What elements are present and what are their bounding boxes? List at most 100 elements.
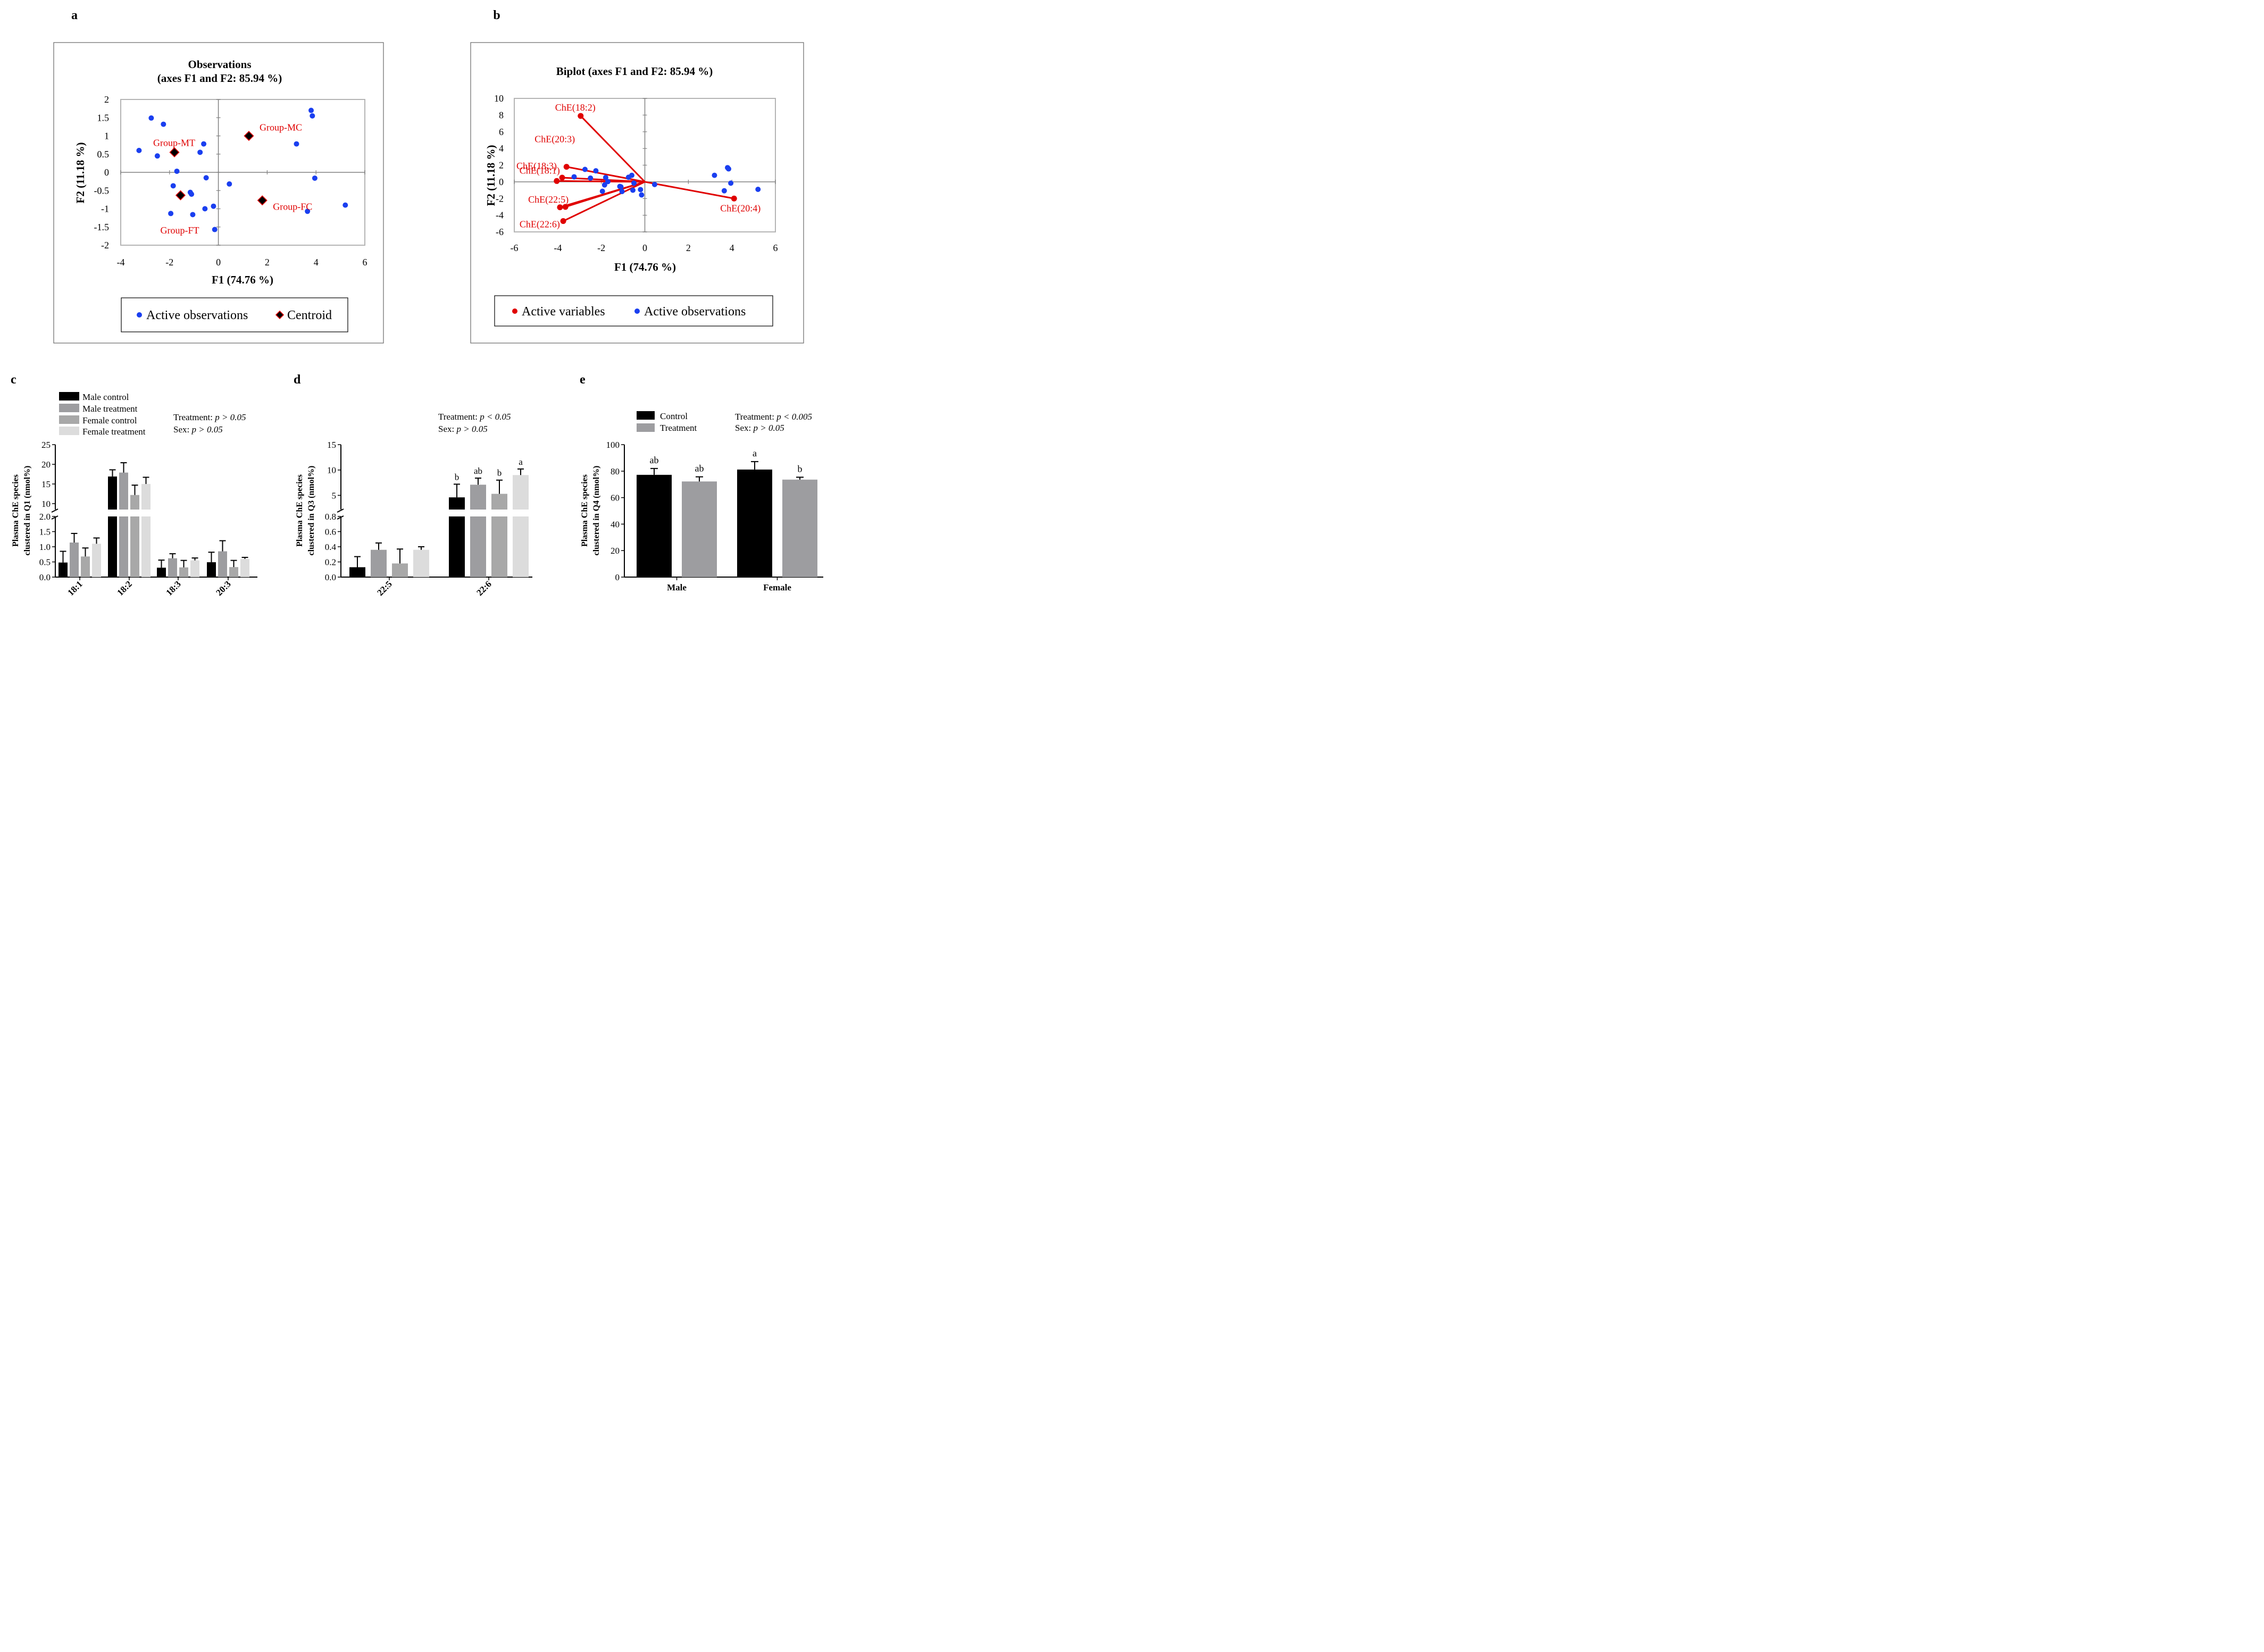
chart-a-centroid-marker bbox=[169, 147, 180, 157]
chart-a-x-tick-label: 4 bbox=[314, 257, 319, 268]
chart-b-observation-point bbox=[728, 180, 734, 186]
chart-a-x-tick-label: 0 bbox=[216, 257, 221, 268]
chart-b-vector-label: ChE(22:5) bbox=[528, 194, 569, 205]
chart-a-observation-point bbox=[310, 113, 315, 119]
chart-b-ylabel: F2 (11.18 %) bbox=[484, 145, 497, 206]
chart-c-stats: Treatment: p > 0.05 Sex: p > 0.05 bbox=[173, 412, 246, 435]
d-chart-x-tick-label: 22:5 bbox=[375, 579, 394, 597]
chart-a-centroid-label: Group-FC bbox=[273, 202, 312, 212]
c-chart-y-tick-label: 25 bbox=[41, 440, 51, 450]
c-chart-bar-upper bbox=[119, 472, 128, 510]
d-chart-bar-upper bbox=[449, 497, 465, 510]
chart-b-vector-label: ChE(18:2) bbox=[555, 102, 596, 113]
chart-b-observation-point bbox=[651, 181, 657, 187]
chart-a-observation-point bbox=[201, 141, 207, 147]
svg-text:Treatment: p < 0.05: Treatment: p < 0.05 bbox=[438, 412, 511, 422]
legend-e-swatch-control bbox=[637, 411, 655, 420]
chart-b-vector-label: ChE(18:1) bbox=[520, 165, 560, 176]
chart-b-observation-point bbox=[721, 188, 727, 194]
chart-b-observation-point bbox=[631, 180, 637, 186]
legend-e-swatch-treatment bbox=[637, 423, 655, 432]
c-chart-bar-lower bbox=[108, 516, 117, 577]
chart-d-ylabel-line2: clustered in Q3 (nmol%) bbox=[307, 465, 316, 555]
chart-a-legend bbox=[121, 297, 348, 332]
c-chart-bar bbox=[157, 568, 166, 577]
chart-a-observation-point bbox=[197, 149, 203, 155]
chart-b-y-tick-label: -2 bbox=[496, 193, 504, 204]
c-chart-bar bbox=[59, 562, 68, 577]
legend-b-observations: Active observations bbox=[644, 305, 746, 319]
chart-a-observation-point bbox=[168, 211, 174, 216]
chart-b-observation-point bbox=[712, 172, 717, 178]
chart-e-bar bbox=[637, 474, 672, 577]
d-chart-break-mark bbox=[337, 515, 344, 520]
chart-a-centroids: Group-MC Group-MT Group-FT Group-FC bbox=[153, 122, 312, 236]
chart-d-stats-treatment-value: p < 0.05 bbox=[479, 412, 511, 422]
chart-b-vector-point bbox=[563, 164, 570, 170]
chart-c-stats-sex-value: p > 0.05 bbox=[191, 424, 222, 435]
chart-a-observation-point bbox=[342, 202, 348, 208]
chart-b-vector-point bbox=[731, 195, 737, 202]
c-chart-y-tick-label: 1.5 bbox=[39, 527, 51, 537]
chart-a-y-tick-label: -1 bbox=[101, 204, 109, 214]
chart-a-observation-point bbox=[174, 168, 180, 174]
chart-c-stats-treatment-value: p > 0.05 bbox=[214, 412, 246, 422]
chart-b-vectors: ChE(18:2) ChE(20:3) ChE(18:3)ChE(18:1) ChE(… bbox=[516, 102, 761, 230]
c-chart-bar-lower bbox=[141, 516, 151, 577]
chart-b-observations bbox=[571, 165, 761, 198]
chart-d-stats: Treatment: p < 0.05 Sex: p > 0.05 bbox=[438, 412, 511, 434]
chart-a-title-line2: (axes F1 and F2: 85.94 %) bbox=[157, 72, 282, 85]
chart-a-observation-point bbox=[308, 107, 314, 113]
c-chart-break-mark bbox=[51, 508, 59, 513]
chart-b-y-tick-label: 4 bbox=[499, 143, 504, 154]
chart-b-xlabel: F1 (74.76 %) bbox=[614, 261, 676, 273]
chart-a-observation-point bbox=[154, 153, 160, 159]
chart-b-x-tick-label: 6 bbox=[773, 243, 778, 253]
panel-label-c: c bbox=[11, 373, 16, 387]
chart-e-x-tick-label: Female bbox=[763, 582, 791, 593]
chart-e-legend: Control Treatment bbox=[637, 411, 697, 433]
chart-b-observation-point bbox=[599, 188, 605, 194]
svg-text:Treatment: p < 0.005: Treatment: p < 0.005 bbox=[735, 412, 812, 422]
d-chart-bar bbox=[371, 549, 387, 577]
chart-a-centroid-marker bbox=[175, 190, 186, 201]
panel-label-d: d bbox=[294, 373, 301, 387]
panel-label-a: a bbox=[71, 9, 78, 22]
chart-d-plot: 0.0 0.2 0.4 0.6 0.8 5 10 15 22:5 b ab b a 22:6 bbox=[325, 440, 532, 598]
chart-a-x-tick-label: -2 bbox=[165, 257, 173, 268]
svg-text:Sex: p > 0.05: Sex: p > 0.05 bbox=[735, 423, 784, 433]
chart-a-y-tick-label: -2 bbox=[101, 240, 109, 251]
chart-b-title: Biplot (axes F1 and F2: 85.94 %) bbox=[556, 65, 713, 78]
chart-e-x-tick-label: Male bbox=[667, 582, 687, 593]
chart-d-ylabel-line1: Plasma ChE species bbox=[295, 474, 304, 547]
c-chart-bar-lower bbox=[130, 516, 139, 577]
chart-a-y-tick-label: -0.5 bbox=[94, 185, 110, 196]
chart-b-vector-point bbox=[578, 113, 584, 119]
d-chart-significance-letter: b bbox=[455, 472, 460, 482]
chart-b-observation-point bbox=[619, 189, 625, 195]
chart-c-plot: 0.0 0.5 1.0 1.5 2.0 10 15 20 25 18:1 18:2 18:3 20:3 bbox=[39, 440, 257, 598]
legend-c-female-treatment: Female treatment bbox=[82, 427, 146, 437]
d-chart-bar bbox=[413, 549, 429, 577]
chart-b-vector-line bbox=[559, 181, 645, 208]
legend-b-variables: Active variables bbox=[522, 305, 605, 319]
svg-text:Treatment: p > 0.05: Treatment: p > 0.05 bbox=[173, 412, 246, 422]
chart-a-observation-point bbox=[202, 206, 208, 212]
legend-c-female-control: Female control bbox=[82, 415, 137, 425]
chart-e-significance-letter: a bbox=[753, 448, 757, 458]
legend-a-centroid-marker bbox=[275, 310, 285, 320]
c-chart-y-tick-label: 0.0 bbox=[39, 572, 51, 582]
c-chart-break-mark bbox=[51, 515, 59, 520]
chart-b-x-tick-label: -2 bbox=[597, 243, 605, 253]
c-chart-bar bbox=[207, 562, 216, 577]
chart-b-y-tick-label: 2 bbox=[499, 160, 504, 171]
chart-a-y-tick-label: -1.5 bbox=[94, 222, 110, 232]
chart-e-stats: Treatment: p < 0.005 Sex: p > 0.05 bbox=[735, 412, 812, 433]
d-chart-y-tick-label: 0.6 bbox=[325, 527, 336, 537]
c-chart-x-tick-label: 20:3 bbox=[214, 579, 232, 597]
legend-b-observation-marker bbox=[634, 308, 640, 314]
chart-a-observation-point bbox=[170, 183, 176, 189]
chart-e-bar bbox=[682, 481, 717, 577]
chart-b-x-tick-label: 2 bbox=[686, 243, 691, 253]
